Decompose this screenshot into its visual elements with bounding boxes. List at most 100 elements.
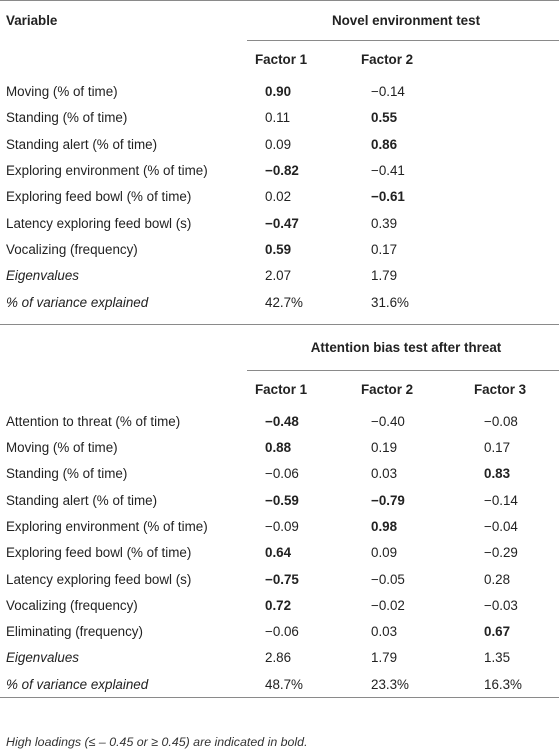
factor-loadings-table: Variable Novel environment test Factor 1… [0,0,559,698]
table-row: Standing alert (% of time) 0.09 0.86 [0,131,559,157]
empty-cell [466,210,559,236]
loading-value: 0.28 [484,571,511,587]
row-label: Exploring environment (% of time) [6,519,208,534]
table-header-row: Variable Novel environment test [0,0,559,41]
row-label: Standing alert (% of time) [6,136,158,152]
table-row: Attention to threat (% of time) −0.48 −0.4… [0,408,559,434]
row-label: Standing alert (% of time) [6,492,158,508]
loading-value: 0.88 [265,440,292,456]
table-row: Moving (% of time) 0.90 −0.14 [0,79,559,105]
loading-value: −0.48 [265,413,299,429]
row-label: Vocalizing (frequency) [6,241,138,257]
table-row: Latency exploring feed bowl (s) −0.47 0.39 [0,210,559,236]
loading-value: 0.67 [484,624,511,640]
loading-value: −0.79 [371,492,405,508]
loading-value: 0.90 [265,84,292,100]
section1-factor-2-header: Factor 2 [353,40,466,79]
section2-factor-3-header: Factor 3 [466,369,559,409]
loading-value: −0.75 [265,571,299,587]
loading-value: 0.02 [265,189,292,205]
loading-value: 48.7% [247,671,353,698]
section1-title: Novel environment test [247,0,559,41]
loading-value: 0.03 [371,624,398,640]
loading-value: −0.05 [371,571,405,587]
loading-value: 1.79 [371,268,398,284]
table-row: Standing (% of time) −0.06 0.03 0.83 [0,461,559,487]
loading-value: 31.6% [371,294,409,310]
loading-value: −0.47 [265,215,299,231]
row-label: Moving (% of time) [6,440,118,456]
table-row: Eliminating (frequency) −0.06 0.03 0.67 [0,619,559,645]
empty-cell [466,263,559,289]
row-label: Exploring feed bowl (% of time) [6,189,192,205]
table-row: Exploring feed bowl (% of time) 0.02 −0.61 [0,184,559,210]
table-footnote: High loadings (≤ – 0.45 or ≥ 0.45) are i… [6,735,308,749]
section1-body: Factor 1 Factor 2 Moving (% of time) 0.90… [0,40,559,325]
loading-value: 1.79 [371,650,398,666]
empty-cell [466,79,559,105]
empty-cell [466,157,559,183]
loading-value: 16.3% [466,671,559,698]
loading-value: −0.29 [484,545,518,561]
loading-value: −0.09 [265,519,299,534]
loading-value: 0.19 [371,440,398,456]
section1-factor-header-row: Factor 1 Factor 2 [0,40,559,79]
loading-value: 1.35 [484,650,511,666]
loading-value: 0.72 [265,597,292,613]
section2-title: Attention bias test after threat [247,323,559,371]
row-label: Standing (% of time) [6,110,128,126]
loading-value: −0.14 [484,492,518,508]
section2-factor-header-row: Factor 1 Factor 2 Factor 3 [0,369,559,409]
loading-value: 0.11 [265,110,291,126]
table-row: Exploring feed bowl (% of time) 0.64 0.09 −… [0,540,559,566]
table-row: Vocalizing (frequency) 0.72 −0.02 −0.03 [0,592,559,618]
loading-value: 0.17 [484,440,511,456]
table-row: Standing alert (% of time) −0.59 −0.79 −0.1… [0,487,559,513]
loading-value: −0.02 [371,597,405,613]
row-label: Moving (% of time) [6,84,118,100]
table-row: Moving (% of time) 0.88 0.19 0.17 [0,434,559,460]
loading-value: −0.04 [484,519,518,534]
section2-title-row: Attention bias test after threat [0,323,559,371]
section2-body: Attention bias test after threat Factor … [0,323,559,698]
row-label: Standing (% of time) [6,466,128,482]
empty-cell [466,184,559,210]
variable-column-header: Variable [0,0,247,41]
loading-value: −0.06 [265,466,299,482]
section1-factor-1-header: Factor 1 [247,40,353,79]
table-row: Standing (% of time) 0.11 0.55 [0,105,559,131]
loading-value: −0.08 [484,413,518,429]
row-label: Exploring environment (% of time) [6,163,208,179]
empty-cell [466,105,559,131]
table-row: Eigenvalues 2.07 1.79 [0,263,559,289]
loading-value: 0.83 [484,466,511,482]
loading-value: −0.06 [265,624,299,640]
loading-value: −0.03 [484,597,518,613]
row-label: Latency exploring feed bowl (s) [6,215,192,231]
loading-value: 0.03 [371,466,398,482]
row-label: Eigenvalues [6,650,79,666]
section2-factor-1-header: Factor 1 [247,369,353,409]
table-row: Exploring environment (% of time) −0.82 −0… [0,157,559,183]
loading-value: 2.86 [265,650,292,666]
row-label: Vocalizing (frequency) [6,597,138,613]
loading-value: 42.7% [265,294,303,310]
table-row: Vocalizing (frequency) 0.59 0.17 [0,236,559,262]
loading-value: 23.3% [353,671,466,698]
empty-cell [466,131,559,157]
row-label: Exploring feed bowl (% of time) [6,545,192,561]
table-row: Exploring environment (% of time) −0.09 0.… [0,513,559,539]
loading-value: 0.98 [371,519,398,534]
section-spacer [0,315,559,324]
loading-value: −0.14 [371,84,405,100]
loading-value: −0.61 [371,189,405,205]
loading-value: −0.82 [265,163,299,179]
section2-factor-2-header: Factor 2 [353,369,466,409]
loading-value: 0.09 [371,545,398,561]
loading-value: −0.40 [371,413,405,429]
loading-value: 0.59 [265,241,292,257]
table-row: Eigenvalues 2.86 1.79 1.35 [0,645,559,671]
empty-cell [466,289,559,315]
table-row: Latency exploring feed bowl (s) −0.75 −0.0… [0,566,559,592]
loading-value: 0.64 [265,545,292,561]
